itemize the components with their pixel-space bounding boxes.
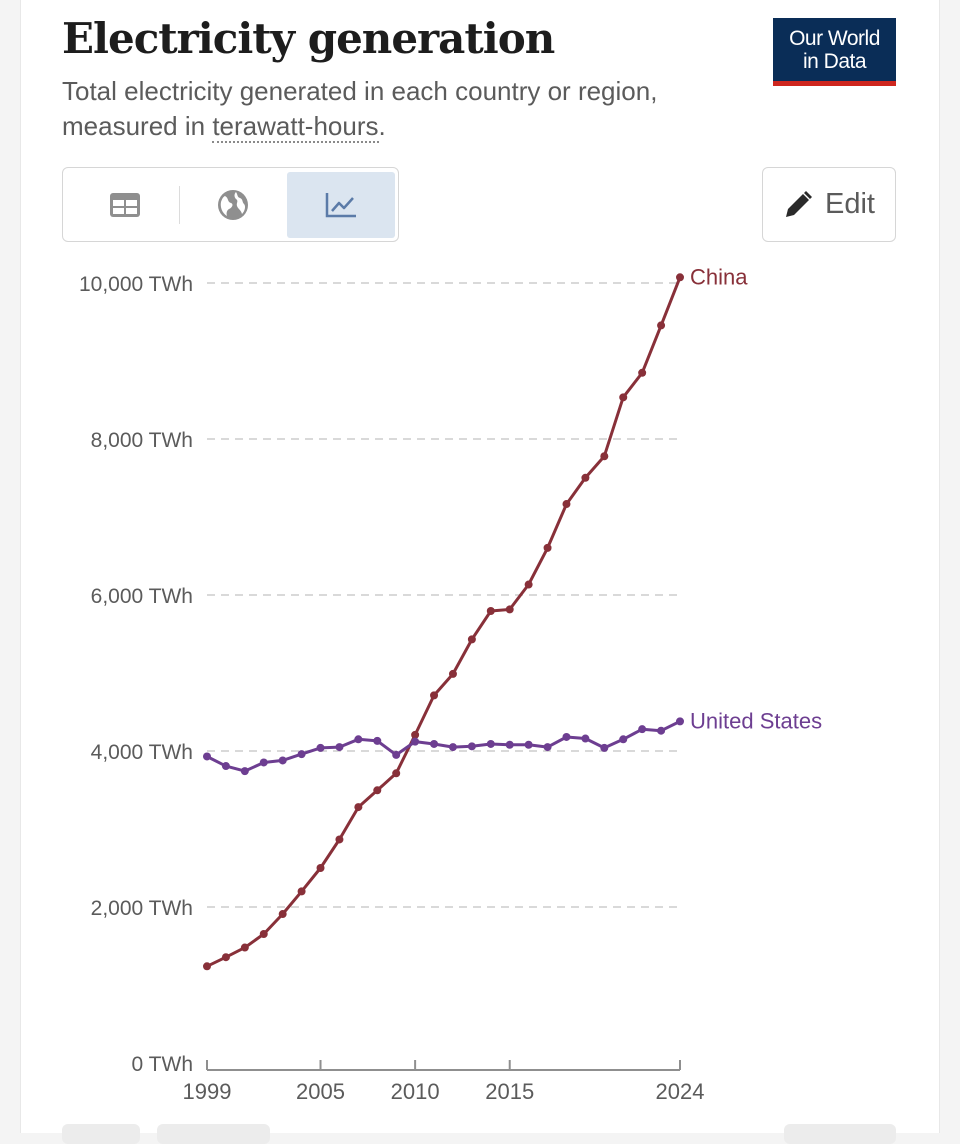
data-point-china: [562, 500, 571, 509]
data-point-united-states: [373, 736, 382, 745]
data-point-china: [335, 835, 344, 844]
data-point-china: [430, 691, 439, 700]
x-tick-label: 1999: [183, 1079, 232, 1104]
footer-button[interactable]: [157, 1124, 270, 1144]
x-tick-label: 2015: [485, 1079, 534, 1104]
data-point-united-states: [354, 735, 363, 744]
series-label-united-states: United States: [690, 708, 822, 733]
pencil-icon: [786, 190, 812, 217]
data-point-china: [486, 606, 495, 615]
data-point-united-states: [278, 756, 287, 765]
data-point-china: [657, 321, 666, 330]
data-point-china: [524, 580, 533, 589]
y-tick-label: 6,000 TWh: [91, 585, 193, 608]
table-icon: [110, 193, 140, 217]
unit-definition-link[interactable]: terawatt-hours: [212, 111, 379, 143]
data-point-united-states: [600, 743, 609, 752]
series-line-united-states: [206, 720, 681, 773]
tab-divider: [179, 186, 180, 224]
data-point-china: [221, 953, 230, 962]
series-line-china: [206, 276, 682, 968]
logo-line-1: Our World: [789, 27, 880, 50]
subtitle-text: Total electricity generated in each coun…: [62, 76, 658, 141]
tab-table[interactable]: [71, 172, 179, 238]
data-point-china: [240, 943, 249, 952]
y-tick-label: 4,000 TWh: [91, 741, 193, 764]
data-point-china: [619, 393, 628, 402]
edit-button-label: Edit: [825, 188, 875, 220]
data-point-china: [203, 962, 211, 971]
data-point-united-states: [448, 743, 457, 752]
globe-icon: [218, 190, 248, 220]
data-point-united-states: [676, 717, 684, 726]
data-point-china: [297, 887, 306, 896]
series-layer: China United States: [203, 264, 822, 971]
x-tick-label: 2010: [391, 1079, 440, 1104]
data-point-united-states: [467, 742, 476, 751]
data-point-united-states: [524, 740, 533, 749]
data-point-united-states: [486, 739, 495, 748]
data-point-united-states: [259, 758, 268, 767]
y-tick-label: 0 TWh: [132, 1053, 193, 1076]
data-point-united-states: [297, 750, 306, 759]
x-axis: 1999 2005 2010 2015 2024: [183, 1060, 705, 1104]
series-label-china: China: [690, 264, 748, 289]
data-point-united-states: [411, 737, 420, 746]
chart-title: Electricity generation: [62, 14, 555, 63]
data-point-united-states: [505, 740, 514, 749]
edit-button[interactable]: Edit: [762, 167, 896, 242]
y-tick-label: 8,000 TWh: [91, 429, 193, 452]
data-point-united-states: [221, 762, 230, 771]
data-point-united-states: [657, 726, 666, 735]
view-tabs: [62, 167, 399, 242]
grid-lines: [207, 282, 680, 908]
data-point-china: [638, 368, 647, 377]
data-point-united-states: [240, 767, 249, 776]
data-point-china: [278, 910, 287, 919]
data-point-united-states: [430, 739, 439, 748]
data-point-china: [316, 864, 325, 872]
data-point-china: [448, 669, 457, 678]
footer-button[interactable]: [784, 1124, 896, 1144]
data-point-china: [581, 473, 590, 482]
logo-red-bar: [773, 81, 896, 86]
logo-line-2: in Data: [802, 50, 867, 73]
y-tick-label: 10,000 TWh: [79, 273, 193, 296]
chart-subtitle: Total electricity generated in each coun…: [62, 74, 762, 144]
tab-chart[interactable]: [287, 172, 395, 238]
data-point-china: [505, 605, 514, 614]
data-point-china: [467, 635, 476, 644]
owid-logo[interactable]: Our World in Data: [773, 18, 896, 86]
data-point-united-states: [638, 725, 647, 734]
x-tick-label: 2005: [296, 1079, 345, 1104]
data-point-china: [411, 730, 420, 739]
footer-button[interactable]: [62, 1124, 140, 1144]
data-point-china: [259, 929, 268, 938]
data-point-united-states: [543, 743, 552, 752]
data-point-united-states: [562, 732, 571, 741]
y-tick-label: 2,000 TWh: [91, 897, 193, 920]
data-point-china: [543, 543, 552, 552]
y-axis-labels: 0 TWh 2,000 TWh 4,000 TWh 6,000 TWh 8,000 TW…: [79, 273, 193, 1076]
data-point-united-states: [392, 750, 401, 759]
x-tick-label: 2024: [656, 1079, 705, 1104]
data-point-china: [373, 786, 382, 795]
data-point-united-states: [335, 743, 344, 752]
data-point-china: [354, 803, 363, 812]
subtitle-end: .: [378, 111, 386, 141]
tab-map[interactable]: [179, 172, 287, 238]
data-point-united-states: [203, 752, 211, 761]
data-point-china: [676, 273, 684, 282]
data-point-china: [392, 769, 401, 778]
data-point-china: [600, 452, 609, 461]
data-point-united-states: [581, 734, 590, 743]
data-point-united-states: [316, 743, 325, 752]
line-chart-icon: [325, 193, 356, 218]
data-point-united-states: [619, 735, 628, 744]
